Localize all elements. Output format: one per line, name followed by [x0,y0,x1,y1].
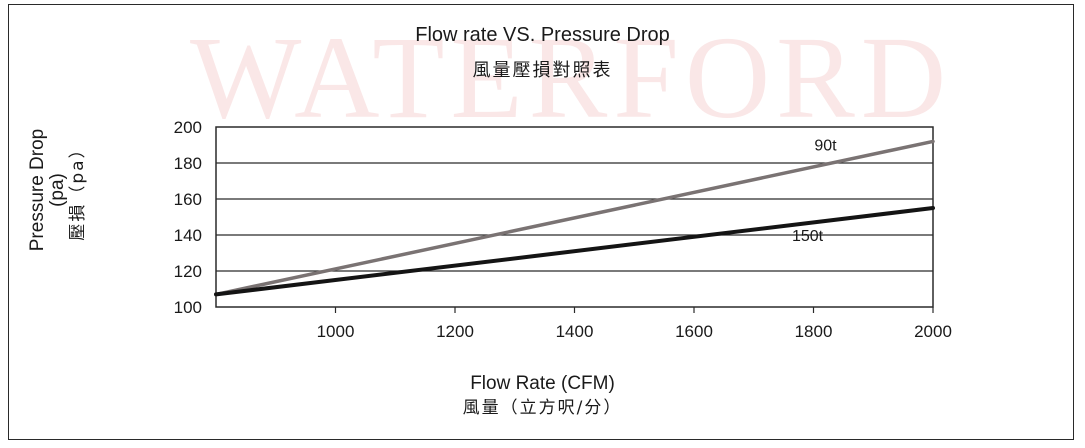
x-axis-label: Flow Rate (CFM) 風量（立方呎/分） [0,372,1085,420]
series-line-150t [214,206,935,297]
x-tick-label-1600: 1600 [675,322,713,341]
x-tick-label-1000: 1000 [317,322,355,341]
x-axis-title-cjk: 風量（立方呎/分） [462,398,623,418]
y-tick-label-180: 180 [174,154,202,173]
series-label-90t: 90t [814,137,837,154]
y-tick-label-140: 140 [174,226,202,245]
x-tick-label-2000: 2000 [914,322,952,341]
chart-title: Flow rate VS. Pressure Drop [415,24,670,46]
chart-subtitle: 風量壓損對照表 [472,60,613,81]
y-tick-label-160: 160 [174,190,202,209]
x-axis-title: Flow Rate (CFM) [470,373,615,394]
y-tick-label-200: 200 [174,118,202,137]
series-label-150t: 150t [792,228,824,245]
series-line-90t [214,139,935,297]
chart-frame [8,4,1074,440]
y-tick-label-100: 100 [174,298,202,317]
x-tick-label-1200: 1200 [436,322,474,341]
y-tick-label-120: 120 [174,262,202,281]
x-tick-label-1400: 1400 [556,322,594,341]
x-tick-label-1800: 1800 [795,322,833,341]
